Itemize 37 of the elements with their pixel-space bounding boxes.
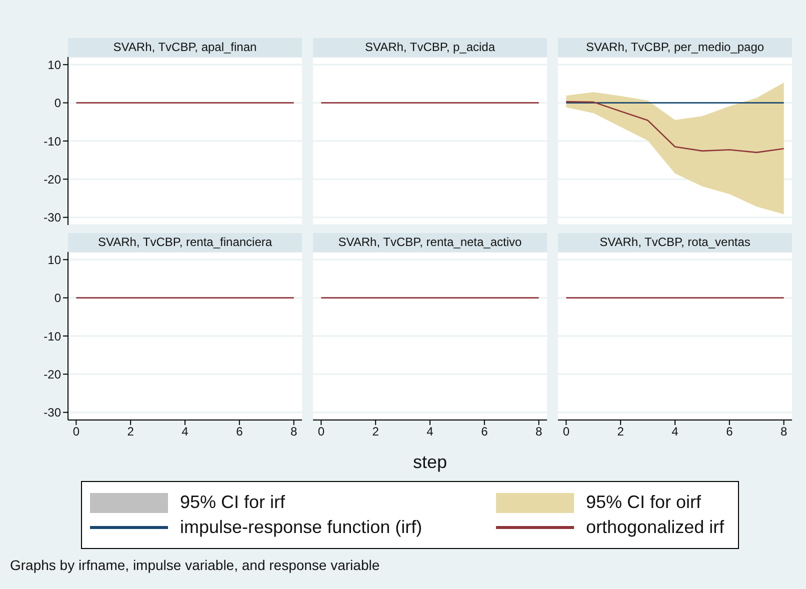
y-tick-label: -20 <box>44 367 62 382</box>
x-tick-label: 4 <box>182 424 189 439</box>
x-tick-label: 6 <box>726 424 734 439</box>
x-tick-label: 2 <box>617 424 624 439</box>
x-tick-label: 6 <box>481 424 488 439</box>
text: Graphs by irfname, impulse variable, and response variable <box>10 557 380 573</box>
legend-label: 95% CI for oirf <box>586 492 702 513</box>
y-tick-label: -20 <box>44 172 62 186</box>
legend-label: orthogonalized irf <box>586 517 724 538</box>
x-tick-label: 8 <box>290 424 298 439</box>
chart-title: SVARh, TvCBP, apal_finan <box>68 38 302 57</box>
chart-title: SVARh, TvCBP, renta_financiera <box>68 233 302 252</box>
x-tick-label: 0 <box>562 424 570 439</box>
chart-title: SVARh, TvCBP, p_acida <box>313 38 547 57</box>
chart-title: SVARh, TvCBP, renta_neta_activo <box>313 233 547 252</box>
x-tick-label: 8 <box>780 424 788 439</box>
x-tick-label: 8 <box>535 424 542 439</box>
legend-label: impulse-response function (irf) <box>180 517 422 538</box>
y-tick-label: -10 <box>44 329 62 344</box>
y-tick-label: 0 <box>54 96 62 110</box>
x-tick-label: 4 <box>672 424 679 439</box>
y-tick-label: -10 <box>44 134 62 148</box>
x-tick-label: 0 <box>72 424 80 439</box>
y-tick-label: 10 <box>48 58 62 72</box>
x-tick-label: 4 <box>426 424 434 439</box>
x-tick-label: 0 <box>318 424 325 439</box>
x-tick-label: 2 <box>127 424 134 439</box>
x-axis-title: step <box>412 452 448 473</box>
chart-title: SVARh, TvCBP, per_medio_pago <box>558 38 792 57</box>
chart-title: SVARh, TvCBP, rota_ventas <box>558 233 792 252</box>
legend-label: 95% CI for irf <box>180 492 286 513</box>
y-tick-label: 10 <box>48 252 62 267</box>
x-tick-label: 6 <box>236 424 244 439</box>
y-tick-label: -30 <box>44 406 62 420</box>
y-tick-label: -30 <box>44 210 62 225</box>
y-tick-label: 0 <box>54 291 62 306</box>
x-tick-label: 2 <box>372 424 380 439</box>
